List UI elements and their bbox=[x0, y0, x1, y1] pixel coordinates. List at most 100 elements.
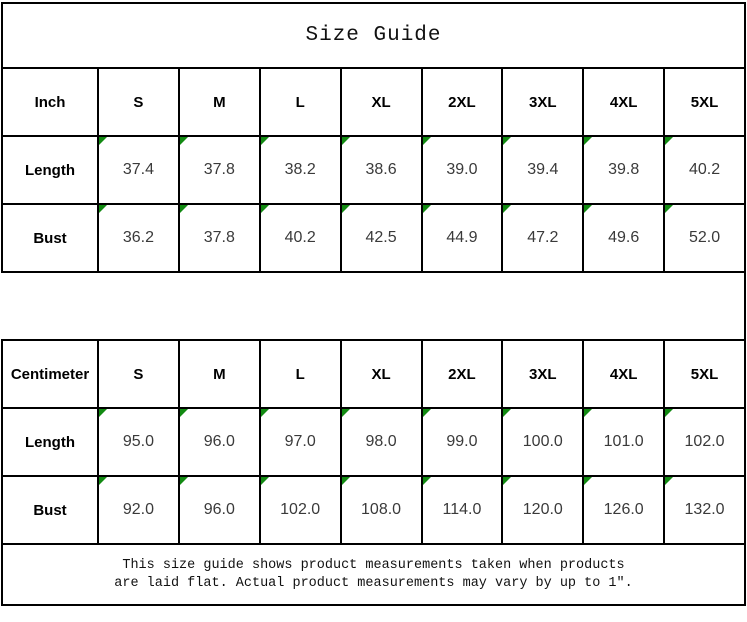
measurement-value: 47.2 bbox=[527, 229, 559, 246]
size-header-cell: 3XL bbox=[501, 67, 585, 137]
measurement-value: 39.8 bbox=[608, 161, 640, 178]
size-header-cell: M bbox=[177, 339, 261, 409]
measurement-value: 42.5 bbox=[365, 229, 397, 246]
page-title: Size Guide bbox=[1, 2, 746, 67]
measurement-cell: 40.2 bbox=[663, 135, 746, 205]
table-row: Bust 92.0 96.0 102.0 108.0 114.0 120.0 1… bbox=[1, 475, 746, 545]
measurement-cell: 49.6 bbox=[582, 203, 666, 273]
measurement-cell: 97.0 bbox=[258, 407, 342, 477]
green-corner-marker-icon bbox=[261, 478, 269, 485]
measurement-cell: 38.2 bbox=[258, 135, 342, 205]
green-corner-marker-icon bbox=[504, 478, 512, 485]
measurement-value: 49.6 bbox=[608, 229, 640, 246]
measurement-cell: 132.0 bbox=[663, 475, 746, 545]
green-corner-marker-icon bbox=[342, 410, 350, 417]
measurement-value: 120.0 bbox=[522, 501, 563, 518]
measurement-value: 97.0 bbox=[284, 433, 316, 450]
measurement-cell: 95.0 bbox=[97, 407, 180, 477]
measurement-value: 96.0 bbox=[203, 501, 235, 518]
green-corner-marker-icon bbox=[180, 410, 188, 417]
footer-note-line2: are laid flat. Actual product measuremen… bbox=[114, 575, 633, 591]
measurement-value: 39.4 bbox=[527, 161, 559, 178]
green-corner-marker-icon bbox=[342, 478, 350, 485]
measurement-value: 96.0 bbox=[203, 433, 235, 450]
green-corner-marker-icon bbox=[180, 478, 188, 485]
measurement-value: 114.0 bbox=[442, 501, 482, 518]
measurement-cell: 98.0 bbox=[339, 407, 423, 477]
size-header-cell: 3XL bbox=[501, 339, 585, 409]
inch-table: Inch S M L XL 2XL 3XL 4XL 5XL Length 37.… bbox=[1, 67, 746, 273]
measurement-value: 52.0 bbox=[688, 229, 721, 246]
size-guide-title: Size Guide bbox=[305, 24, 442, 47]
measurement-value: 44.9 bbox=[446, 229, 478, 246]
row-label-cell: Bust bbox=[1, 475, 99, 545]
measurement-value: 36.2 bbox=[122, 229, 154, 246]
size-header-cell: S bbox=[97, 67, 180, 137]
measurement-value: 132.0 bbox=[684, 501, 725, 518]
green-corner-marker-icon bbox=[423, 478, 431, 485]
measurement-value: 95.0 bbox=[122, 433, 154, 450]
measurement-value: 37.4 bbox=[122, 161, 154, 178]
size-header-cell: L bbox=[258, 67, 342, 137]
centimeter-table: Centimeter S M L XL 2XL 3XL 4XL 5XL Leng… bbox=[1, 339, 746, 545]
size-header-cell: XL bbox=[339, 67, 423, 137]
green-corner-marker-icon bbox=[423, 206, 431, 213]
green-corner-marker-icon bbox=[423, 138, 431, 145]
table-header-row: Inch S M L XL 2XL 3XL 4XL 5XL bbox=[1, 67, 746, 137]
measurement-value: 98.0 bbox=[365, 433, 397, 450]
green-corner-marker-icon bbox=[666, 410, 674, 417]
green-corner-marker-icon bbox=[666, 138, 674, 145]
green-corner-marker-icon bbox=[99, 206, 107, 213]
measurement-cell: 96.0 bbox=[177, 475, 261, 545]
measurement-value: 101.0 bbox=[603, 433, 644, 450]
size-header-cell: 4XL bbox=[582, 67, 666, 137]
table-row: Length 95.0 96.0 97.0 98.0 99.0 100.0 10… bbox=[1, 407, 746, 477]
measurement-value: 126.0 bbox=[603, 501, 644, 518]
measurement-cell: 92.0 bbox=[97, 475, 180, 545]
measurement-value: 99.0 bbox=[446, 433, 478, 450]
measurement-cell: 38.6 bbox=[339, 135, 423, 205]
size-header-cell: 2XL bbox=[420, 67, 504, 137]
measurement-value: 37.8 bbox=[203, 161, 235, 178]
row-label-cell: Bust bbox=[1, 203, 99, 273]
measurement-value: 102.0 bbox=[280, 501, 321, 518]
measurement-value: 37.8 bbox=[203, 229, 235, 246]
measurement-cell: 108.0 bbox=[339, 475, 423, 545]
measurement-cell: 102.0 bbox=[258, 475, 342, 545]
green-corner-marker-icon bbox=[261, 410, 269, 417]
table-row: Length 37.4 37.8 38.2 38.6 39.0 39.4 39.… bbox=[1, 135, 746, 205]
measurement-cell: 36.2 bbox=[97, 203, 180, 273]
measurement-cell: 96.0 bbox=[177, 407, 261, 477]
size-header-cell: 2XL bbox=[420, 339, 504, 409]
measurement-value: 38.2 bbox=[284, 161, 316, 178]
size-header-cell: S bbox=[97, 339, 180, 409]
spacer-row bbox=[1, 273, 746, 339]
row-label-cell: Length bbox=[1, 407, 99, 477]
measurement-value: 108.0 bbox=[361, 501, 402, 518]
unit-label-cell: Centimeter bbox=[1, 339, 99, 409]
measurement-cell: 100.0 bbox=[501, 407, 585, 477]
measurement-cell: 101.0 bbox=[582, 407, 666, 477]
green-corner-marker-icon bbox=[585, 410, 593, 417]
measurement-cell: 42.5 bbox=[339, 203, 423, 273]
measurement-cell: 40.2 bbox=[258, 203, 342, 273]
measurement-value: 92.0 bbox=[122, 501, 154, 518]
table-row: Bust 36.2 37.8 40.2 42.5 44.9 47.2 49.6 … bbox=[1, 203, 746, 273]
footer-note-line1: This size guide shows product measuremen… bbox=[122, 557, 625, 573]
green-corner-marker-icon bbox=[666, 478, 674, 485]
measurement-cell: 47.2 bbox=[501, 203, 585, 273]
measurement-value: 40.2 bbox=[284, 229, 316, 246]
green-corner-marker-icon bbox=[261, 206, 269, 213]
green-corner-marker-icon bbox=[585, 478, 593, 485]
footer-note: This size guide shows product measuremen… bbox=[1, 545, 746, 606]
measurement-value: 39.0 bbox=[446, 161, 478, 178]
measurement-cell: 52.0 bbox=[663, 203, 746, 273]
measurement-cell: 126.0 bbox=[582, 475, 666, 545]
green-corner-marker-icon bbox=[180, 206, 188, 213]
measurement-cell: 37.8 bbox=[177, 135, 261, 205]
measurement-value: 100.0 bbox=[522, 433, 563, 450]
table-header-row: Centimeter S M L XL 2XL 3XL 4XL 5XL bbox=[1, 339, 746, 409]
green-corner-marker-icon bbox=[504, 138, 512, 145]
unit-label-cell: Inch bbox=[1, 67, 99, 137]
size-header-cell: L bbox=[258, 339, 342, 409]
